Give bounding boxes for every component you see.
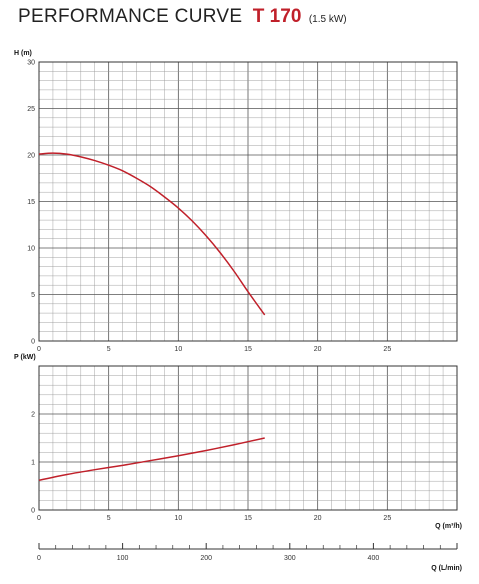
head-y-tick-label: 0 bbox=[31, 339, 35, 346]
head-curve-line bbox=[38, 152, 266, 316]
lmin-axis-label: Q (L/min) bbox=[431, 565, 462, 572]
head-x-tick-label: 10 bbox=[174, 346, 182, 353]
power-x-tick-label: 5 bbox=[107, 515, 111, 522]
head-frame bbox=[38, 61, 458, 342]
head-y-tick-label: 15 bbox=[27, 199, 35, 206]
head-x-tick-label: 20 bbox=[314, 346, 322, 353]
power-curve-line bbox=[38, 437, 265, 481]
lmin-tick-label: 100 bbox=[117, 555, 129, 562]
title-power: (1.5 kW) bbox=[308, 14, 347, 25]
chart-title: PERFORMANCE CURVE T 170 (1.5 kW) bbox=[18, 6, 347, 28]
lmin-tick-label: 300 bbox=[284, 555, 296, 562]
power-frame bbox=[38, 365, 458, 511]
head-y-axis-label: H (m) bbox=[14, 50, 32, 57]
lmin-axis bbox=[38, 543, 458, 550]
head-x-tick-label: 15 bbox=[244, 346, 252, 353]
title-main: PERFORMANCE CURVE bbox=[18, 6, 243, 27]
head-y-tick-label: 5 bbox=[31, 292, 35, 299]
power-x-tick-label: 20 bbox=[314, 515, 322, 522]
head-x-tick-label: 0 bbox=[37, 346, 41, 353]
head-y-tick-label: 20 bbox=[27, 153, 35, 160]
head-grid bbox=[38, 61, 458, 342]
head-x-tick-label: 5 bbox=[107, 346, 111, 353]
power-y-axis-label: P (kW) bbox=[14, 354, 36, 361]
head-y-tick-label: 30 bbox=[27, 60, 35, 67]
power-x-tick-label: 0 bbox=[37, 515, 41, 522]
lmin-tick-label: 400 bbox=[368, 555, 380, 562]
power-y-tick-label: 1 bbox=[31, 460, 35, 467]
power-y-tick-label: 2 bbox=[31, 412, 35, 419]
power-y-tick-label: 0 bbox=[31, 508, 35, 515]
head-y-tick-label: 25 bbox=[27, 106, 35, 113]
head-x-tick-label: 25 bbox=[383, 346, 391, 353]
lmin-tick-label: 200 bbox=[200, 555, 212, 562]
lmin-tick-label: 0 bbox=[37, 555, 41, 562]
title-model: T 170 bbox=[252, 6, 302, 27]
head-y-tick-label: 10 bbox=[27, 246, 35, 253]
power-x-tick-label: 15 bbox=[244, 515, 252, 522]
power-grid bbox=[38, 365, 458, 511]
power-x-axis-label: Q (m³/h) bbox=[435, 523, 462, 530]
power-x-tick-label: 25 bbox=[383, 515, 391, 522]
power-x-tick-label: 10 bbox=[174, 515, 182, 522]
